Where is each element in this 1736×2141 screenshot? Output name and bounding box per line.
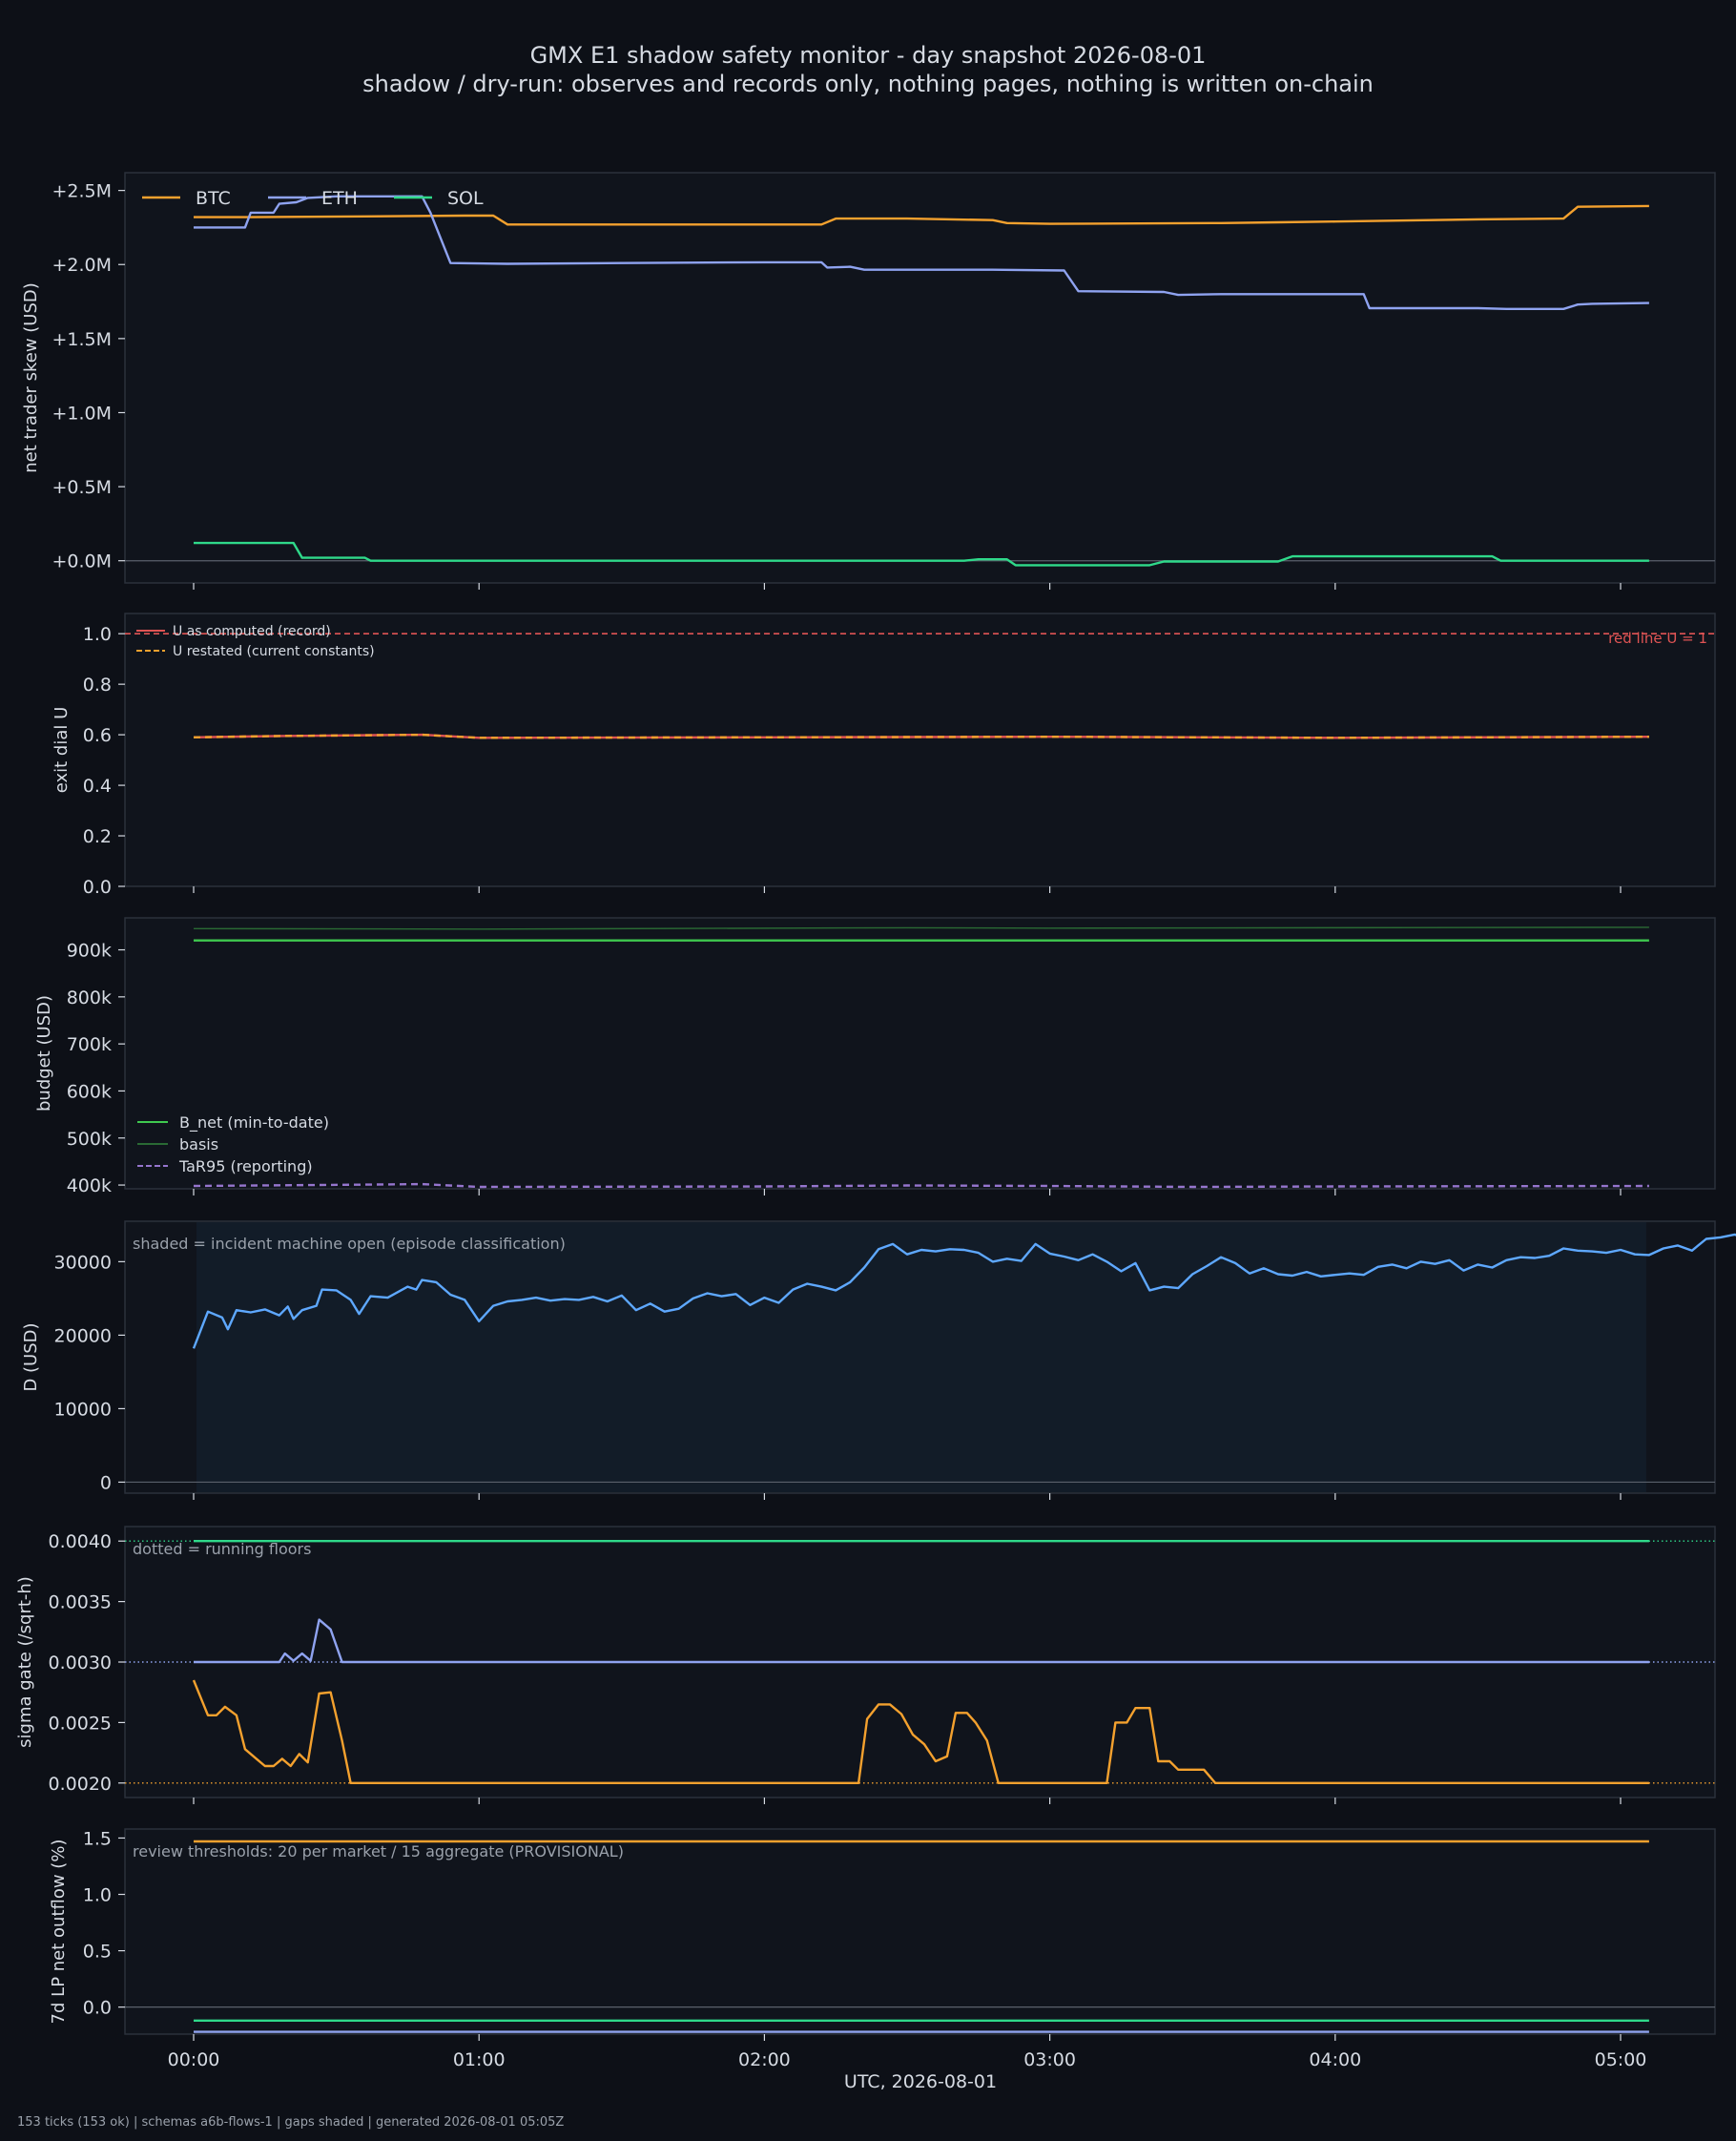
y-tick-label: 900k [67,941,112,962]
y-tick-label: +2.5M [52,181,112,202]
x-axis-label: UTC, 2026-08-01 [844,2071,997,2092]
series-line-basis [193,926,1649,930]
y-axis-label: D (USD) [21,1322,41,1391]
panel-frame [124,613,1716,887]
series-line-u-restated-current-constants- [193,733,1649,739]
y-axis-label: sigma gate (/sqrt-h) [15,1576,35,1748]
panel-annotation: shaded = incident machine open (episode … [133,1235,566,1253]
y-tick-label: 0.0 [83,1998,112,2019]
x-tick-label: 01:00 [453,2049,506,2070]
legend-label: TaR95 (reporting) [178,1157,313,1175]
series-line-eth [194,195,1649,310]
panel-skew: +0.0M +0.5M +1.0M +1.5M +2.0M +2.5M net trader… [21,172,1716,590]
y-tick-label: 500k [67,1129,112,1150]
y-tick-label: 0.2 [83,826,112,847]
series-line-btc [192,1679,1649,1784]
legend-label: basis [179,1135,218,1154]
y-tick-label: 10000 [54,1399,112,1420]
y-tick-label: 800k [67,987,112,1008]
series-line-sol [194,541,1649,567]
y-axis-label: budget (USD) [34,995,54,1112]
y-tick-label: 1.0 [83,624,112,645]
figure-subtitle: shadow / dry-run: observes and records o… [362,71,1374,97]
y-tick-label: +0.5M [52,477,112,498]
y-tick-label: +1.0M [52,403,112,424]
y-axis-label: net trader skew (USD) [21,282,41,473]
legend-label: BTC [196,188,231,209]
y-tick-label: 0.0035 [49,1592,112,1613]
panel-frame [124,172,1716,584]
x-tick-label: 00:00 [168,2049,220,2070]
legend-label: ETH [321,188,358,209]
panel-exit: red line U = 1 0.0 0.2 0.4 0.6 0.8 1.0 exit dia… [52,613,1716,898]
series-line-tar95-reporting- [193,1182,1649,1189]
y-tick-label: 1.0 [83,1885,112,1906]
series-line-eth [194,1618,1649,1664]
series-line-d [192,1233,1736,1349]
panel-frame [124,1828,1716,2035]
x-tick-label: 03:00 [1023,2049,1076,2070]
footer-status: 153 ticks (153 ok) | schemas a6b-flows-1… [17,2115,564,2130]
y-tick-label: +1.5M [52,329,112,350]
x-tick-label: 05:00 [1595,2049,1647,2070]
legend-label: U as computed (record) [173,624,331,639]
panel-lp: 0.0 0.5 1.0 1.5 00:00 01:00 02:00 03:00 04:00 05:… [49,1828,1716,2070]
y-tick-label: 400k [67,1175,112,1196]
y-tick-label: +2.0M [52,255,112,276]
y-tick-label: 0.6 [83,725,112,746]
panel-annotation: review thresholds: 20 per market / 15 ag… [133,1842,624,1860]
y-tick-label: 1.5 [83,1828,112,1849]
y-tick-label: +0.0M [52,551,112,572]
legend-label: U restated (current constants) [173,644,375,659]
panel-sigma: 0.0020 0.0025 0.0030 0.0035 0.0040 sigma gate… [15,1526,1716,1804]
red-line-label: red line U = 1 [1608,630,1707,647]
x-tick-label: 04:00 [1309,2049,1361,2070]
y-tick-label: 600k [67,1081,112,1102]
y-tick-label: 0.0 [83,877,112,898]
y-tick-label: 0.8 [83,675,112,696]
legend-label: SOL [447,188,484,209]
y-axis-label: 7d LP net outflow (%) [49,1840,69,2025]
series-line-btc [194,204,1649,226]
y-tick-label: 20000 [54,1325,112,1346]
y-tick-label: 0 [100,1472,112,1493]
panel-frame [124,917,1716,1190]
panel-budget: 400k 500k 600k 700k 800k 900k budget (USD) B_ne… [34,917,1716,1196]
panel-dusd: 0 10000 20000 30000 D (USD) shaded = incident… [21,1220,1736,1500]
y-tick-label: 0.4 [83,776,112,797]
y-tick-label: 30000 [54,1252,112,1273]
panel-annotation: dotted = running floors [133,1540,311,1558]
legend-label: B_net (min-to-date) [179,1113,329,1133]
y-tick-label: 0.0040 [49,1531,112,1552]
y-tick-label: 700k [67,1034,112,1055]
y-axis-label: exit dial U [52,707,72,794]
y-tick-label: 0.0020 [49,1774,112,1795]
y-tick-label: 0.0030 [49,1653,112,1673]
y-tick-label: 0.0025 [49,1713,112,1734]
y-tick-label: 0.5 [83,1942,112,1963]
figure-title: GMX E1 shadow safety monitor - day snaps… [530,42,1207,69]
x-tick-label: 02:00 [738,2049,791,2070]
